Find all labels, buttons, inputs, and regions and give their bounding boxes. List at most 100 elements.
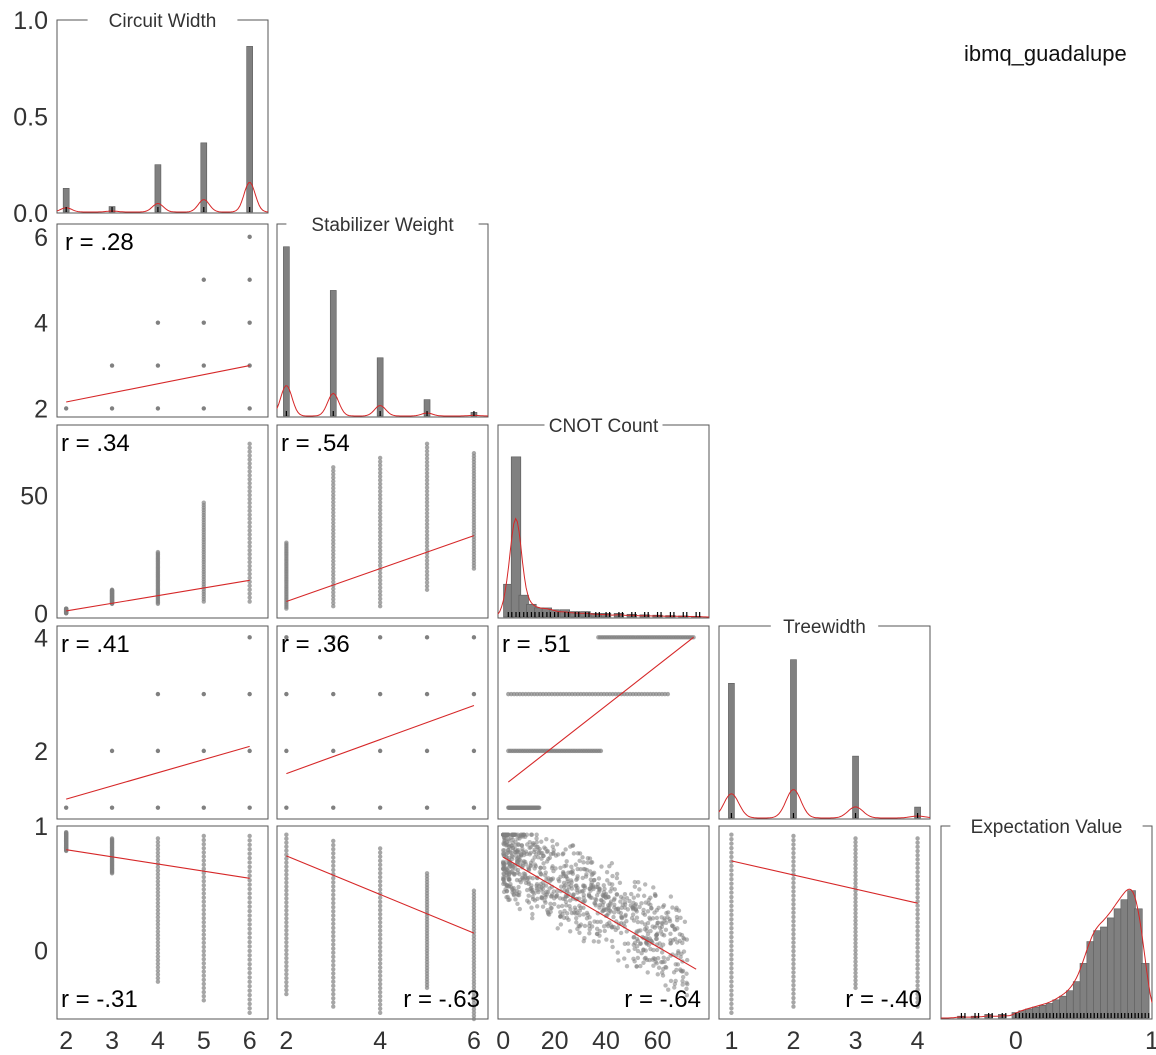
scatter-point — [592, 901, 598, 906]
correlation-label: r = .54 — [281, 430, 350, 457]
scatter-point — [648, 895, 653, 900]
scatter-point — [471, 904, 477, 909]
scatter-point — [684, 937, 690, 942]
scatter-point — [537, 869, 542, 875]
scatter-point — [377, 899, 383, 905]
scatter-point — [641, 907, 646, 913]
scatter-point — [331, 691, 336, 697]
scatter-point — [201, 981, 206, 987]
scatter-point — [377, 470, 383, 475]
scatter-point — [331, 576, 336, 581]
scatter-point — [331, 1004, 336, 1009]
scatter-point — [201, 948, 206, 954]
scatter-point — [915, 932, 920, 938]
scatter-point — [853, 933, 858, 938]
scatter-expectation-value-vs-stabilizer-weight: r = -.63 — [284, 832, 480, 1022]
scatter-point — [331, 600, 336, 605]
scatter-point — [377, 846, 383, 851]
scatter-point — [648, 928, 653, 934]
hist-bar — [790, 659, 797, 819]
scatter-treewidth-vs-cnot-count: r = .51 — [502, 631, 696, 810]
scatter-point — [853, 907, 858, 912]
scatter-point — [331, 946, 336, 951]
scatter-point — [247, 842, 252, 848]
scatter-point — [201, 989, 206, 995]
scatter-point — [588, 877, 594, 882]
scatter-point — [610, 873, 615, 879]
scatter-point — [548, 851, 554, 857]
scatter-point — [155, 406, 161, 411]
kde-curve — [941, 888, 1153, 1019]
scatter-point — [791, 927, 796, 932]
scatter-point — [791, 944, 796, 950]
scatter-point — [634, 909, 639, 914]
scatter-point — [284, 975, 289, 981]
scatter-point — [155, 972, 161, 977]
scatter-point — [574, 920, 579, 925]
scatter-point — [201, 878, 206, 884]
scatter-point — [424, 518, 430, 523]
scatter-point — [610, 882, 615, 887]
scatter-point — [505, 894, 511, 900]
scatter-point — [523, 862, 529, 867]
scatter-point — [284, 932, 289, 937]
scatter-point — [201, 973, 206, 978]
scatter-point — [677, 932, 683, 937]
diag-title-stabilizer-weight: Stabilizer Weight — [311, 215, 454, 236]
hist-bar — [200, 142, 208, 213]
scatter-point — [331, 548, 336, 553]
scatter-point — [577, 930, 582, 935]
scatter-point — [247, 1010, 252, 1015]
scatter-point — [581, 866, 587, 872]
scatter-point — [424, 580, 430, 585]
diag-title-bg-cnot-count — [544, 413, 663, 435]
scatter-point — [201, 841, 206, 847]
y-tick-label-row2: 50 — [20, 483, 48, 511]
scatter-point — [471, 898, 477, 903]
scatter-point — [558, 865, 563, 870]
scatter-point — [331, 967, 336, 972]
scatter-point — [666, 987, 671, 992]
scatter-point — [331, 900, 336, 906]
scatter-point — [791, 901, 796, 907]
scatter-point — [634, 964, 639, 969]
scatter-point — [729, 934, 734, 940]
scatter-point — [505, 850, 510, 856]
scatter-point — [553, 866, 558, 871]
scatter-point — [155, 893, 161, 898]
scatter-point — [569, 880, 574, 885]
scatter-point — [247, 512, 252, 517]
scatter-point — [684, 971, 689, 976]
scatter-point — [284, 964, 289, 969]
scatter-point — [729, 845, 734, 851]
scatter-point — [516, 842, 521, 847]
scatter-point — [63, 406, 69, 411]
scatter-point — [655, 920, 661, 925]
scatter-point — [853, 858, 858, 864]
scatter-point — [284, 864, 289, 869]
scatter-point — [540, 904, 546, 909]
scatter-point — [424, 691, 430, 697]
scatter-point — [585, 860, 590, 865]
scatter-point — [377, 555, 383, 561]
scatter-point — [509, 850, 514, 856]
scatter-point — [729, 836, 734, 842]
scatter-point — [596, 876, 602, 881]
scatter-point — [471, 965, 477, 970]
scatter-point — [915, 907, 920, 913]
scatter-point — [604, 869, 610, 875]
scatter-point — [609, 925, 615, 930]
scatter-point — [534, 840, 539, 845]
scatter-point — [791, 948, 796, 954]
scatter-point — [377, 526, 383, 531]
scatter-point — [660, 959, 665, 965]
scatter-point — [729, 894, 734, 900]
scatter-point — [424, 485, 430, 490]
scatter-point — [729, 854, 734, 860]
hist-circuit-width — [56, 46, 269, 213]
scatter-point — [377, 477, 383, 483]
scatter-point — [621, 896, 626, 901]
scatter-point — [201, 998, 206, 1003]
scatter-point — [534, 881, 540, 887]
scatter-point — [510, 846, 516, 851]
